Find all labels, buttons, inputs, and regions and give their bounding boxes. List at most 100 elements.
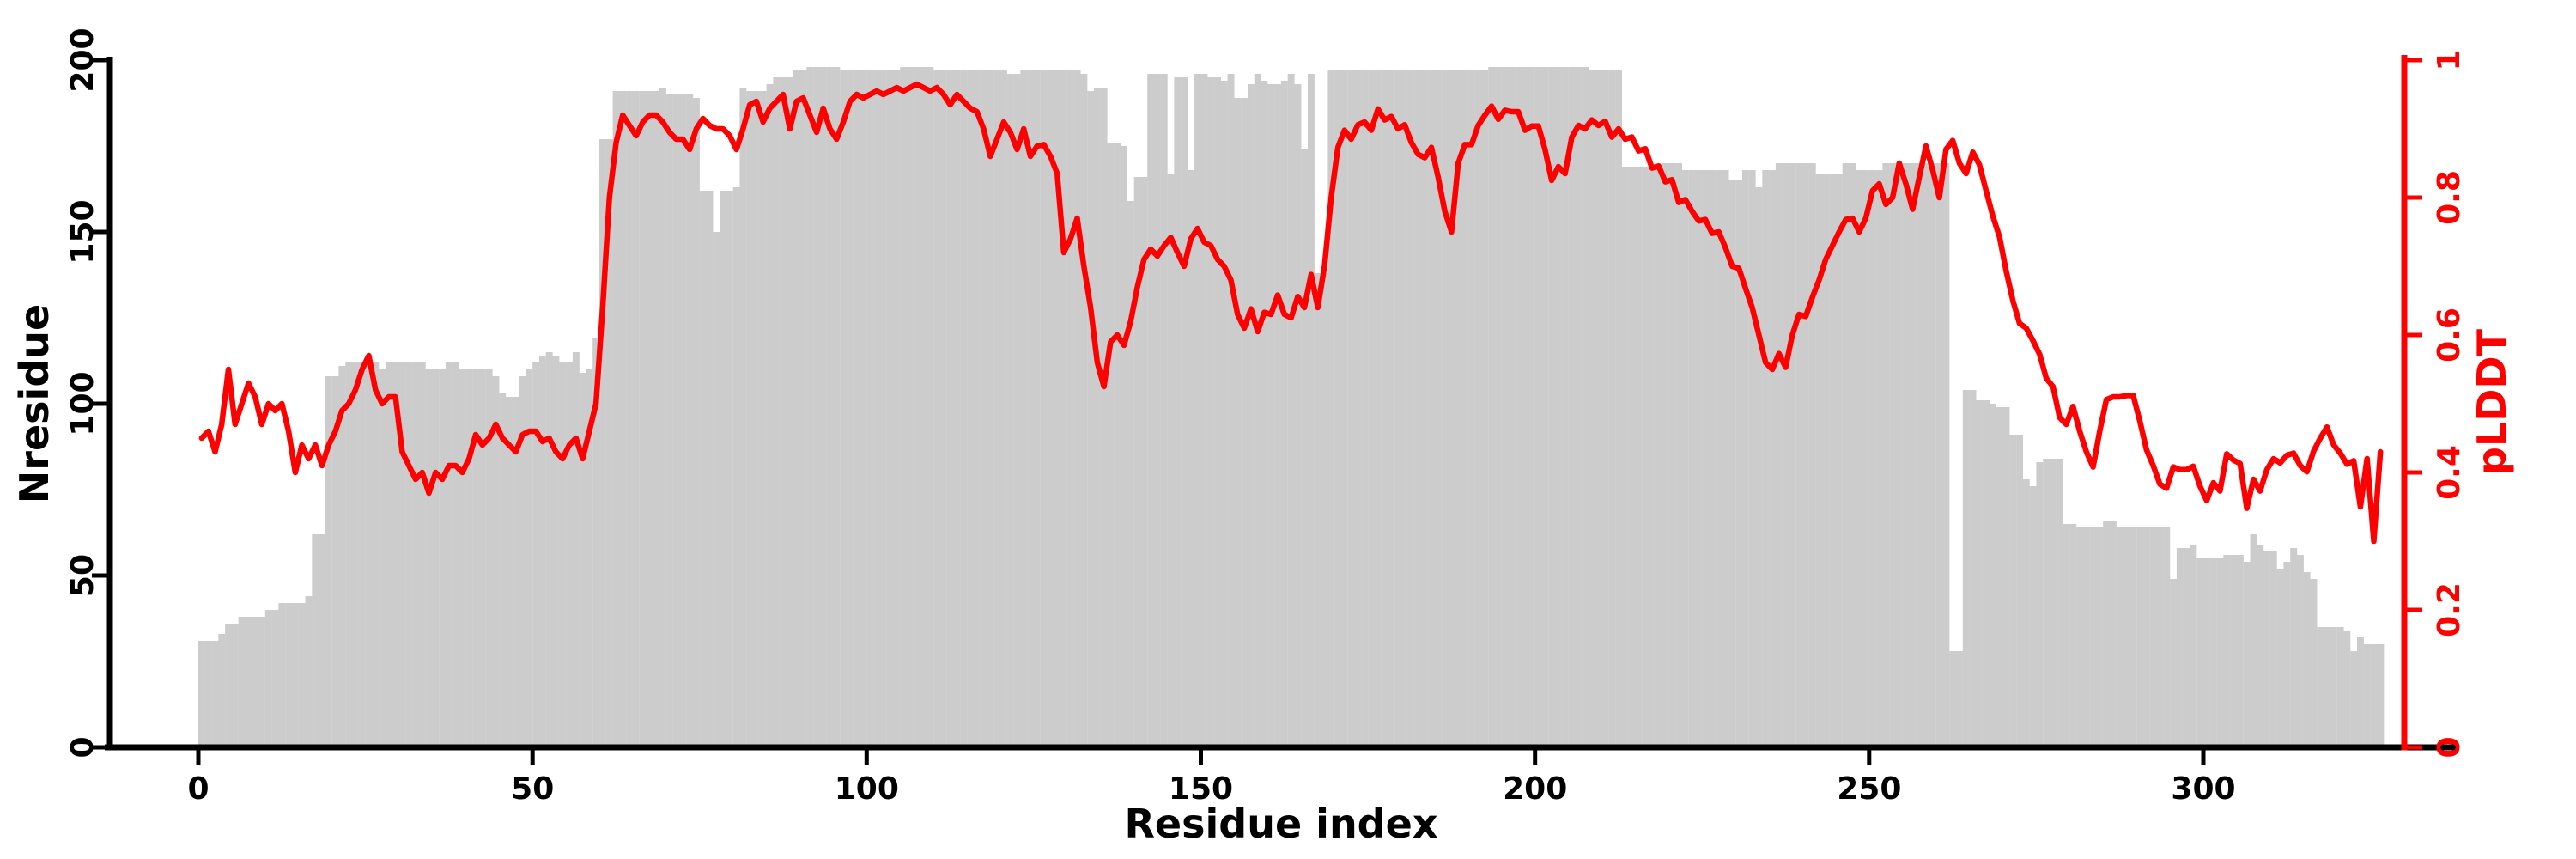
bar [1976, 400, 1984, 747]
bar [1534, 67, 1542, 747]
bar [538, 356, 546, 747]
bar [2029, 486, 2037, 747]
bar [746, 91, 754, 747]
bar [847, 70, 854, 747]
bar [786, 77, 793, 747]
bar [2303, 572, 2311, 747]
bar [605, 139, 613, 747]
bar [2163, 527, 2171, 747]
bar [385, 362, 392, 747]
bar [2056, 459, 2063, 747]
bar [2022, 479, 2030, 747]
bar [2123, 527, 2130, 747]
bar [1241, 98, 1249, 747]
bar [1006, 74, 1014, 747]
bar [1207, 77, 1215, 747]
bar [278, 603, 286, 747]
bar [1000, 70, 1007, 747]
bar [472, 369, 480, 747]
bar [2343, 631, 2351, 747]
bar [612, 91, 620, 747]
bar [365, 362, 373, 747]
bar [953, 70, 961, 747]
bar [2116, 527, 2123, 747]
bar [1508, 67, 1516, 747]
bar [325, 376, 332, 747]
bar [559, 362, 567, 747]
bar [1662, 163, 1669, 747]
bar [1728, 180, 1736, 747]
bar [2136, 527, 2144, 747]
bar [927, 67, 934, 747]
bar [1762, 170, 1770, 747]
bar [1722, 170, 1729, 747]
bar [2016, 435, 2024, 747]
bar [1200, 74, 1208, 747]
bar [973, 70, 981, 747]
bar [305, 596, 313, 747]
bar [646, 91, 653, 747]
bar [526, 369, 533, 747]
bar [1615, 70, 1623, 747]
bar [405, 362, 413, 747]
bar [1655, 167, 1662, 747]
bar [1094, 88, 1101, 747]
bar [1133, 177, 1141, 747]
bar [993, 70, 1001, 747]
bar [2149, 527, 2157, 747]
bar [198, 641, 205, 747]
bar [1595, 70, 1602, 747]
bar [1635, 167, 1643, 747]
bar [1802, 163, 1809, 747]
bar [1227, 74, 1235, 747]
bar [780, 77, 787, 747]
bar [1989, 404, 1996, 747]
bar [1013, 74, 1021, 747]
bar [1100, 88, 1108, 747]
y-left-tick-label: 200 [65, 27, 100, 92]
bar [1047, 70, 1054, 747]
bar [2263, 551, 2270, 747]
bar [358, 362, 366, 747]
bar [1555, 67, 1562, 747]
bar [532, 362, 540, 747]
bar [1280, 81, 1288, 747]
bar [1368, 70, 1376, 747]
bar [840, 70, 848, 747]
bar [1889, 163, 1897, 747]
y-right-tick-label: 0.2 [2432, 582, 2467, 637]
bar [2357, 637, 2364, 747]
bar [766, 84, 774, 747]
bar [1421, 70, 1429, 747]
bar [826, 67, 834, 747]
bar [1388, 70, 1395, 747]
bar [1856, 170, 1863, 747]
bar [1481, 70, 1489, 747]
bar [1923, 163, 1930, 747]
bar [632, 91, 640, 747]
bar [1582, 67, 1589, 747]
bar [2176, 548, 2184, 747]
bar [499, 393, 507, 747]
bar [1896, 163, 1903, 747]
bar [2236, 555, 2244, 747]
bar [1167, 174, 1175, 747]
bar [1274, 84, 1282, 747]
bar [1862, 170, 1869, 747]
bar [1668, 163, 1676, 747]
bar [312, 534, 319, 747]
bar [879, 70, 887, 747]
bar [1140, 177, 1148, 747]
bar [2096, 527, 2104, 747]
x-tick-label: 0 [187, 771, 209, 807]
y-left-tick-label: 50 [65, 554, 100, 597]
bar [1033, 70, 1041, 747]
bar [2063, 524, 2070, 747]
bar [833, 67, 841, 747]
bar [626, 91, 634, 747]
bar [1969, 390, 1977, 747]
bar [545, 352, 553, 747]
plddt-line [198, 81, 2384, 545]
bar [1060, 70, 1067, 747]
x-axis-title: Residue index [1125, 801, 1438, 847]
